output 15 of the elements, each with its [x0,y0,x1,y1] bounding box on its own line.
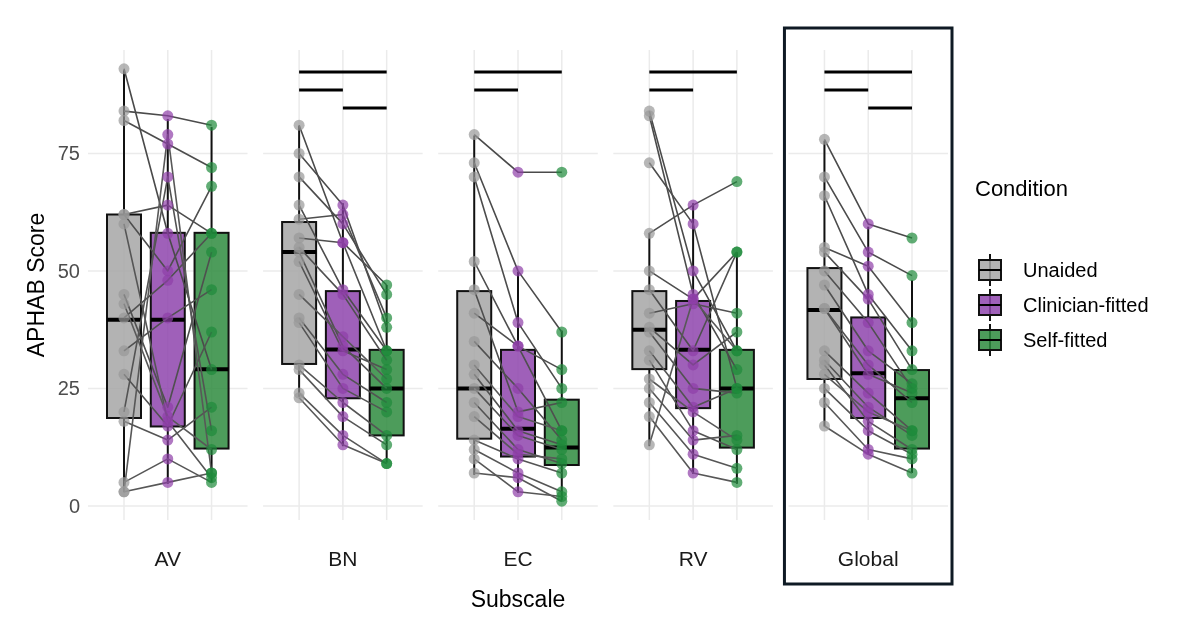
y-tick-label: 75 [57,142,80,165]
legend-label: Unaided [1023,259,1098,281]
x-tick-label: AV [154,547,182,570]
y-tick-label: 25 [57,377,80,400]
x-tick-label: BN [328,547,358,570]
y-tick-label: 50 [57,259,80,282]
x-tick-label: RV [678,547,708,570]
x-tick-label: EC [503,547,533,570]
legend-label: Clinician-fitted [1023,294,1149,316]
y-tick-label: 0 [68,494,80,517]
legend-label: Self-fitted [1023,329,1108,351]
y-axis-title: APHAB Score [23,212,49,358]
x-tick-label: Global [837,547,899,570]
x-axis-title: Subscale [470,586,566,612]
legend-title: Condition [975,176,1068,201]
